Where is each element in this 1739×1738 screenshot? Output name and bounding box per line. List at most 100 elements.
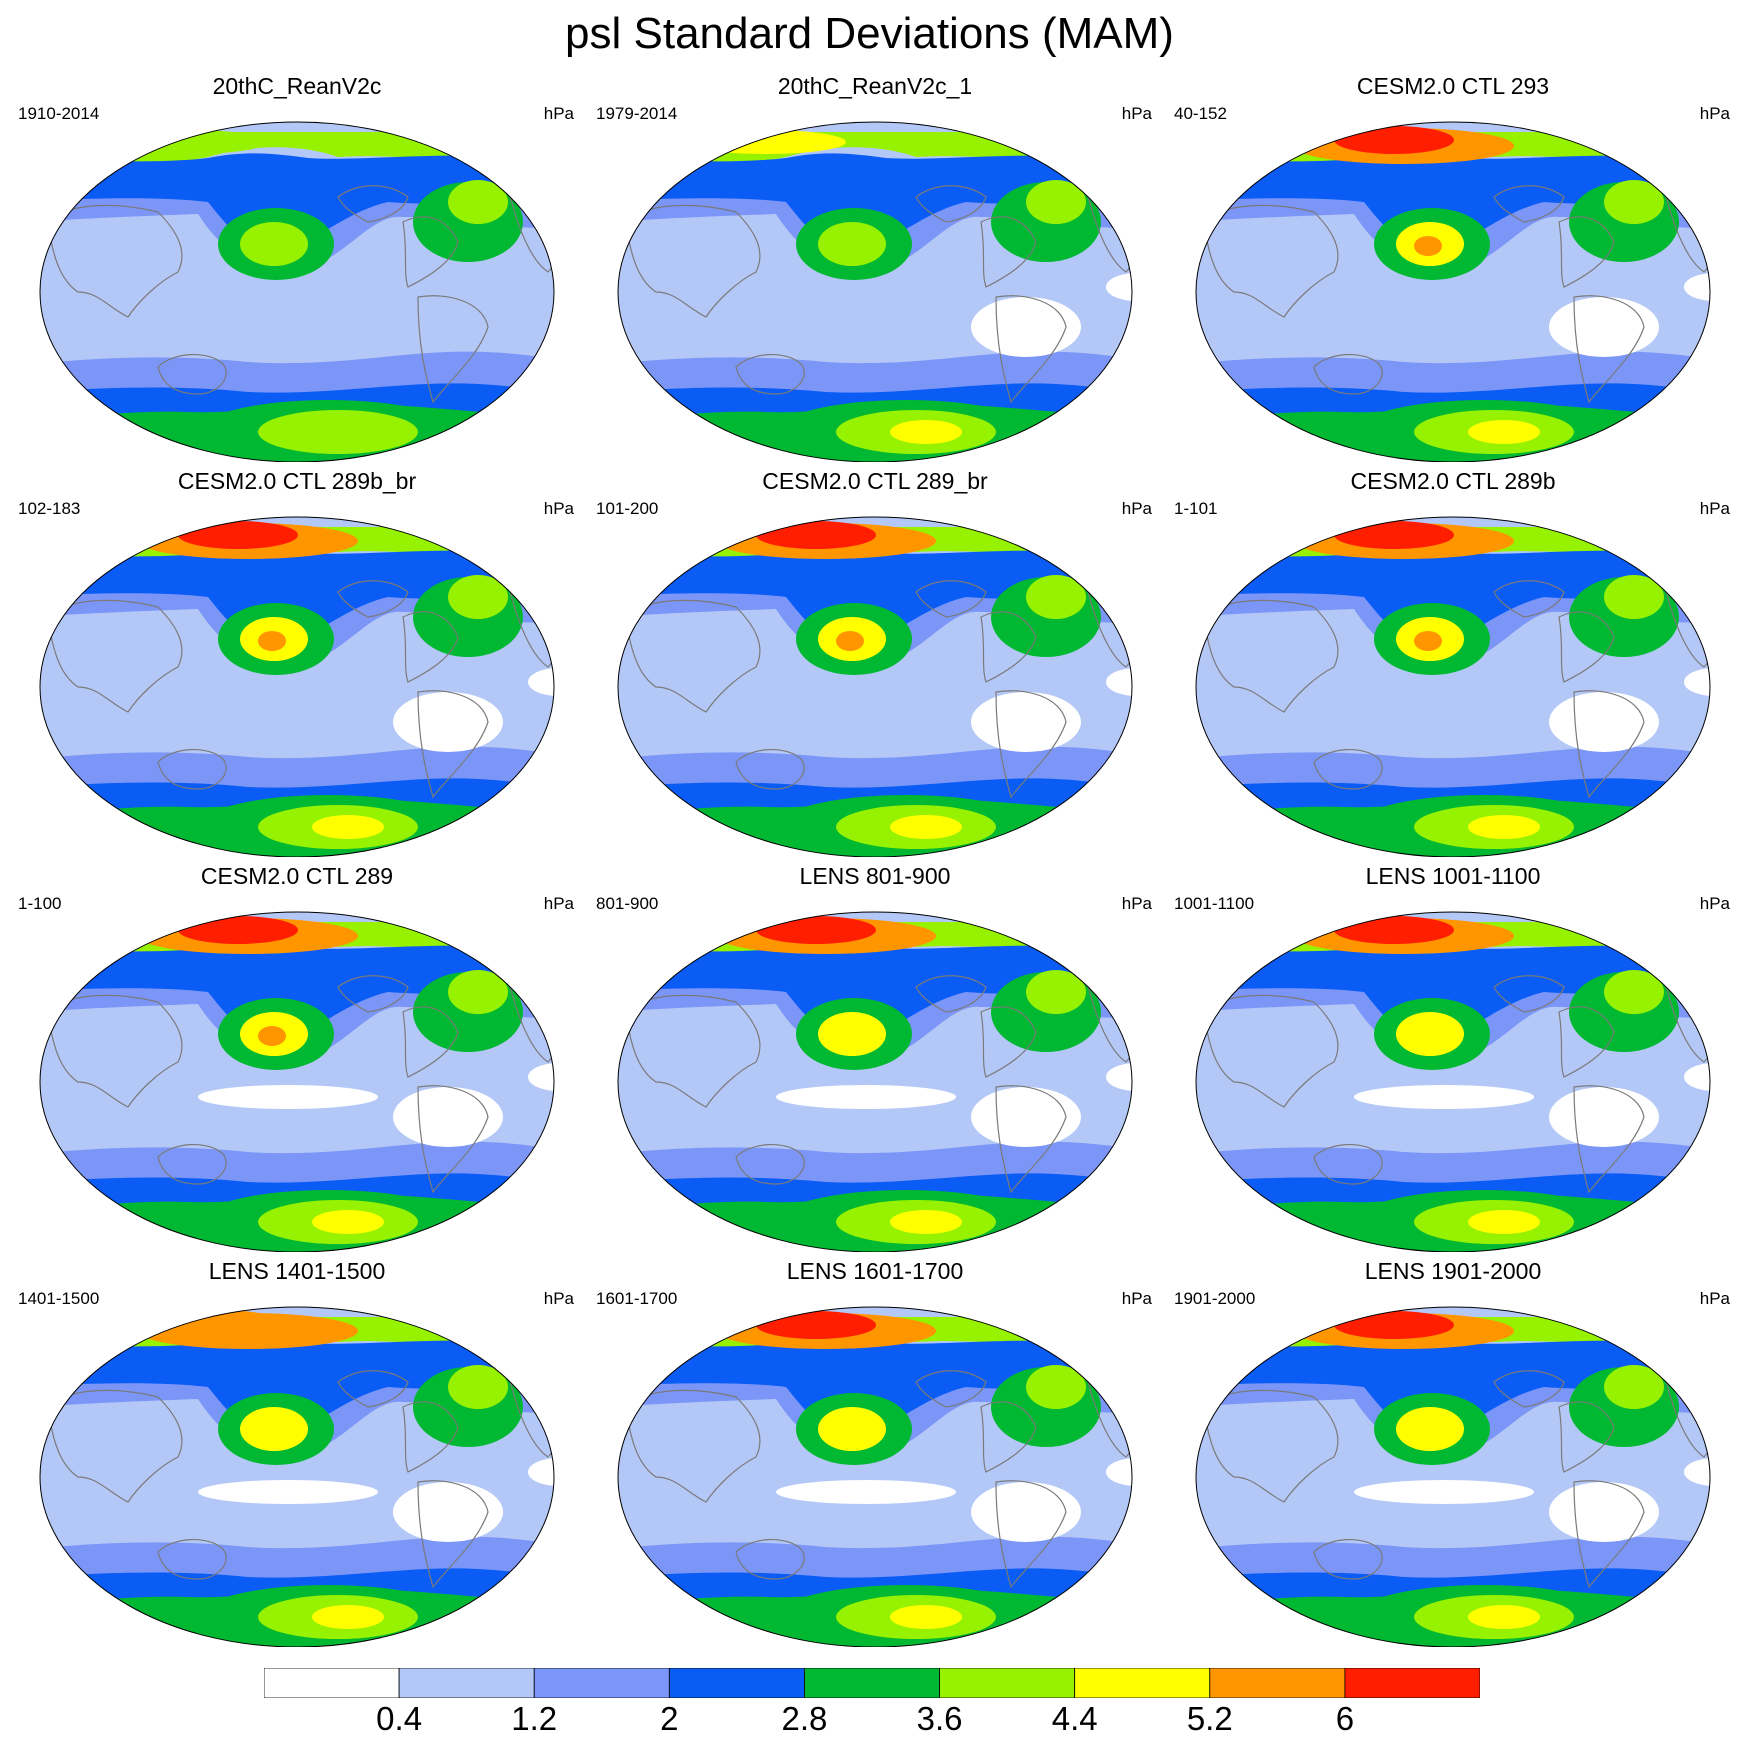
coastline [915,185,987,223]
panel-title: CESM2.0 CTL 289b_br [177,468,417,494]
panel-title: LENS 1001-1100 [1365,863,1541,889]
coastline [915,580,987,618]
coastline [1573,690,1645,799]
coastline [735,748,805,790]
map-svg [39,911,555,1253]
colorbar-label: 4.4 [1051,1700,1098,1737]
field-contour [818,222,886,266]
map-panel-9: LENS 1001-1100 1001-1100 hPa [1164,862,1739,1253]
map-field [1196,517,1710,857]
field-contour [756,916,876,944]
field-contour [1684,273,1710,301]
panel-year-range: 1401-1500 [18,1289,100,1308]
coastline [47,994,183,1108]
field-contour [971,297,1081,357]
coastline [1558,216,1615,288]
map-svg [617,516,1133,858]
field-contour [1026,970,1086,1014]
coastline [1493,975,1565,1013]
field-band [618,548,1132,657]
map-panel-4: CESM2.0 CTL 289b_br 102-183 hPa [8,467,586,858]
field-contour [890,420,962,444]
field-contour [1549,297,1659,357]
colorbar-label: 2 [660,1700,679,1737]
field-contour [1334,521,1454,549]
coastline [1558,1006,1615,1078]
field-contour [240,222,308,266]
map-svg [39,1306,555,1648]
world-map [8,102,586,463]
coastline [1203,1389,1339,1503]
coastline [47,1389,183,1503]
panel-unit: hPa [1699,104,1730,123]
panel-title: CESM2.0 CTL 289_br [762,468,988,494]
world-map [8,497,586,858]
field-contour [1604,575,1664,619]
coastline [157,748,227,790]
panel-year-range: 1-100 [18,894,62,913]
colorbar-swatch [1209,1667,1346,1699]
coastline [980,216,1037,288]
coastline [1573,1480,1645,1589]
field-contour [776,1085,956,1109]
field-contour [1354,1085,1534,1109]
colorbar-swatch [263,1667,400,1699]
map-panel-8: LENS 801-900 801-900 hPa [586,862,1164,1253]
coastline [1573,1085,1645,1194]
field-contour [890,815,962,839]
field-contour [1468,420,1540,444]
colorbar-label: 5.2 [1186,1700,1233,1737]
panel-unit: hPa [543,1289,574,1308]
panel-year-range: 1601-1700 [596,1289,678,1308]
field-band [1196,153,1710,262]
panel-unit: hPa [543,104,574,123]
colorbar-label: 3.6 [916,1700,963,1737]
field-contour [1549,692,1659,752]
world-map [586,892,1164,1253]
field-contour [448,1365,508,1409]
map-svg [617,1306,1133,1648]
field-contour [1468,815,1540,839]
field-contour [1549,1482,1659,1542]
coastline [1313,1538,1383,1580]
coastline [980,1006,1037,1078]
map-svg [39,516,555,858]
coastline [402,611,459,683]
field-contour [1604,180,1664,224]
field-contour [198,1480,378,1504]
panel-title: CESM2.0 CTL 289 [200,863,394,889]
map-panel-3: CESM2.0 CTL 293 40-152 hPa [1164,72,1739,463]
coastline [402,1006,459,1078]
field-band [40,1338,554,1447]
field-contour [258,631,286,651]
field-contour [1414,631,1442,651]
field-contour [393,692,503,752]
panel-title: LENS 1601-1700 [786,1258,964,1284]
field-contour [198,1311,278,1339]
field-contour [836,631,864,651]
field-contour [312,1210,384,1234]
colorbar-swatch [533,1667,670,1699]
coastline [735,1538,805,1580]
map-field [618,912,1132,1252]
colorbar-swatch [398,1667,535,1699]
field-contour [528,1458,554,1486]
world-map [1164,892,1739,1253]
colorbar-swatch [804,1667,940,1699]
coastline [402,216,459,288]
world-map [1164,1287,1739,1648]
colorbar-swatch [1344,1667,1481,1699]
figure-title: psl Standard Deviations (MAM) [565,9,1174,58]
field-contour [1334,126,1454,154]
field-contour [393,1087,503,1147]
field-contour [1106,668,1132,696]
field-band [40,943,554,1052]
panel-year-range: 1-101 [1174,499,1218,518]
map-panel-6: CESM2.0 CTL 289b 1-101 hPa [1164,467,1739,858]
world-map [586,102,1164,463]
field-band [618,1338,1132,1447]
panel-year-range: 1979-2014 [596,104,678,123]
field-contour [1354,1480,1534,1504]
map-panel-2: 20thC_ReanV2c_1 1979-2014 hPa [586,72,1164,463]
map-field [618,517,1132,857]
